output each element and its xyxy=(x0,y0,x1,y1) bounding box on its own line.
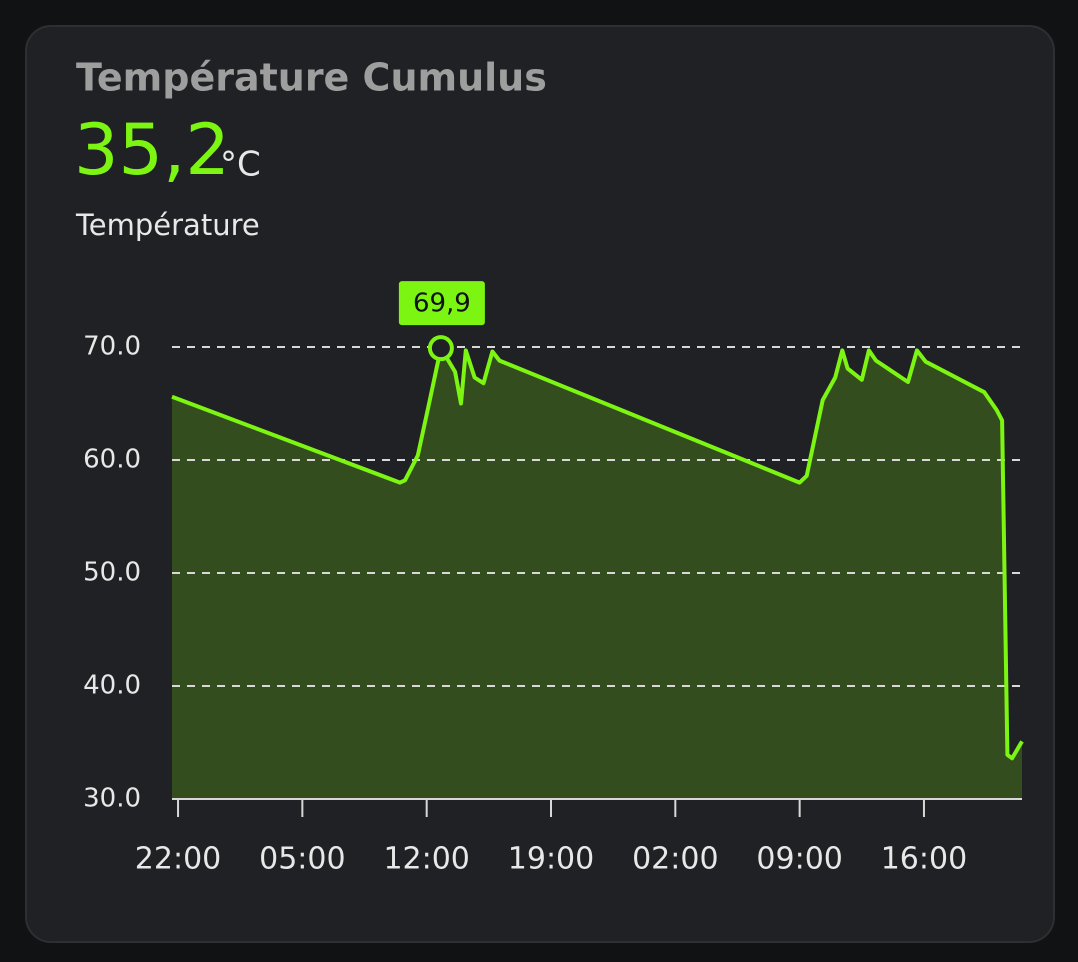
tooltip-box xyxy=(398,281,485,326)
y-tick-label: 50.0 xyxy=(83,558,141,588)
tooltip-label: 69,9 xyxy=(413,289,471,319)
state-value: 35,2 xyxy=(74,109,230,191)
card-title: Température Cumulus xyxy=(76,56,547,100)
x-tick-label: 05:00 xyxy=(259,842,345,877)
x-tick-label: 02:00 xyxy=(632,842,718,877)
y-tick-label: 70.0 xyxy=(83,332,141,362)
y-tick-label: 60.0 xyxy=(83,445,141,475)
y-tick-label: 30.0 xyxy=(83,784,141,814)
x-tick-label: 16:00 xyxy=(881,842,967,877)
entity-name: Température xyxy=(75,208,260,242)
x-tick-label: 09:00 xyxy=(756,842,842,877)
x-tick-label: 19:00 xyxy=(508,842,594,877)
y-tick-label: 40.0 xyxy=(83,671,141,701)
state-unit: °C xyxy=(220,145,261,185)
x-tick-label: 22:00 xyxy=(135,842,221,877)
hover-marker xyxy=(427,335,454,362)
x-tick-label: 12:00 xyxy=(383,842,469,877)
